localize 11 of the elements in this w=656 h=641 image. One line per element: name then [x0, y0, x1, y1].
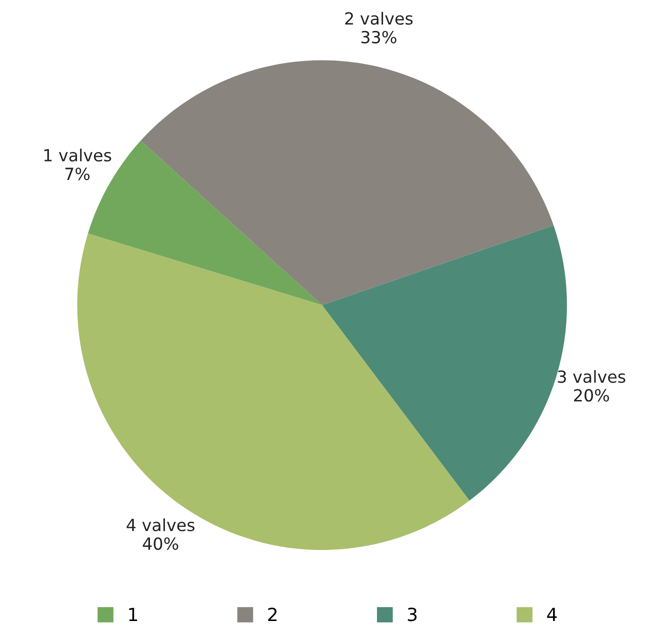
legend-label: 3 — [408, 608, 417, 622]
data-label: 2 valves 33% — [345, 12, 413, 44]
pie-slice — [77, 234, 470, 550]
legend-label: 2 — [268, 608, 277, 621]
data-label: 3 valves 20% — [558, 370, 626, 402]
data-label: 1 valves 7% — [44, 148, 112, 180]
legend-label: 4 — [547, 608, 557, 621]
legend-label: 1 — [129, 608, 137, 621]
pie-slice — [140, 60, 554, 306]
pie-slice — [322, 225, 567, 501]
data-label: 4 valves 40% — [126, 518, 194, 550]
